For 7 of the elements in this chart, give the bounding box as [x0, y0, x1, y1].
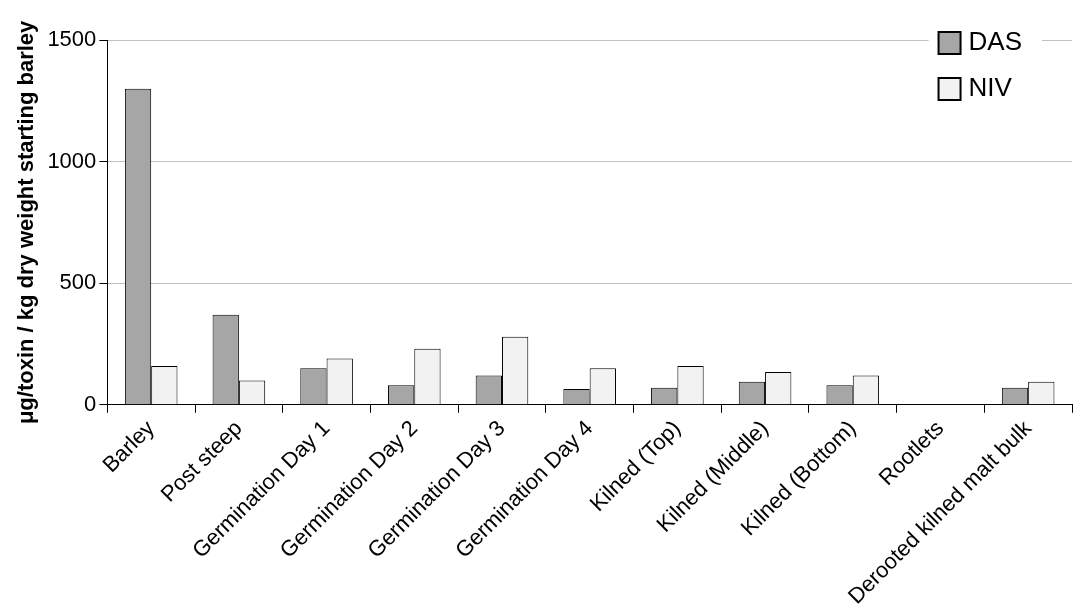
y-tick-label: 1000: [47, 147, 97, 173]
y-tick-label: 500: [59, 269, 97, 295]
y-tick-label: 0: [84, 390, 97, 416]
y-tick-label: 1500: [47, 26, 97, 52]
y-axis-title: μg/toxin / kg dry weight starting barley: [13, 19, 39, 425]
legend-label: DAS: [968, 26, 1023, 57]
legend-label: NIV: [968, 72, 1013, 103]
